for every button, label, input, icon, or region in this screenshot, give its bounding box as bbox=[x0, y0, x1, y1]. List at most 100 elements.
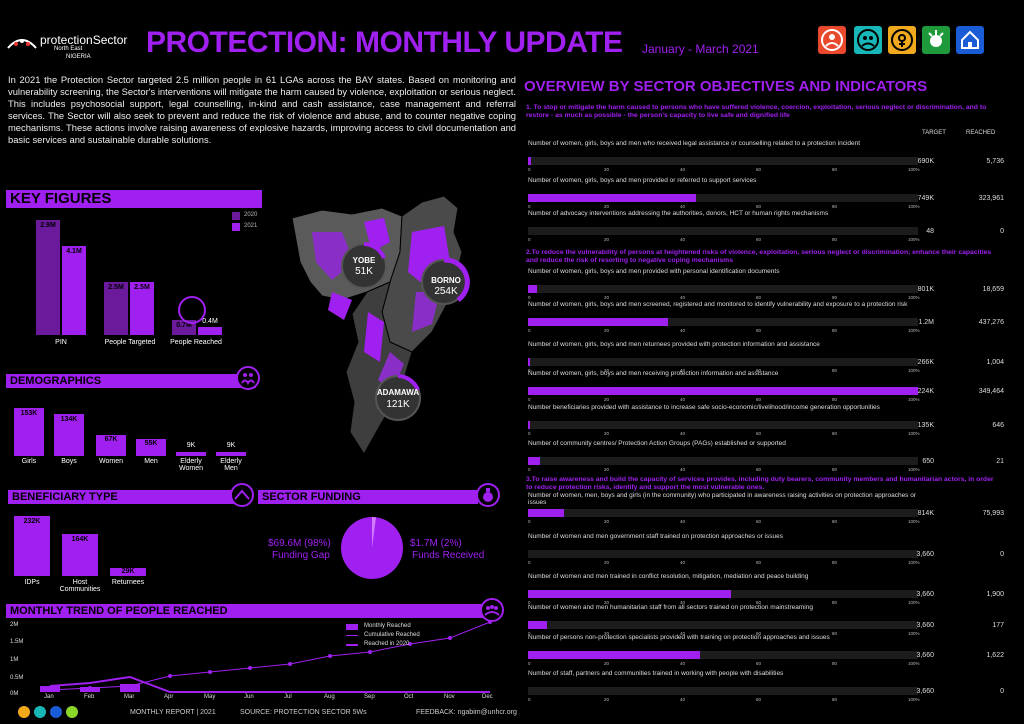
girls-bar bbox=[14, 408, 44, 456]
axis-tick: 80 bbox=[832, 167, 838, 172]
demographics-header: DEMOGRAPHICS bbox=[6, 374, 256, 388]
axis-tick: 80 bbox=[832, 697, 838, 702]
footer-report: MONTHLY REPORT | 2021 bbox=[130, 709, 216, 716]
indicator-axis: 0 20 40 60 80 100% bbox=[528, 661, 920, 667]
month-mar: Mar bbox=[124, 694, 135, 700]
bay-states-map bbox=[291, 195, 470, 455]
axis-tick: 100% bbox=[908, 295, 920, 300]
logo-icon bbox=[7, 39, 37, 49]
indicator-progress-track bbox=[528, 285, 918, 293]
funding-gap-value: $69.6M (98%) bbox=[268, 538, 331, 549]
legend-2020-label: 2020 bbox=[244, 212, 258, 218]
pin-2020-value: 2.9M bbox=[40, 222, 56, 229]
indicator-target: 3,660 bbox=[916, 688, 934, 695]
axis-tick: 20 bbox=[604, 631, 610, 636]
elderly-women-value: 9K bbox=[186, 442, 196, 449]
targeted-2020-value: 2.5M bbox=[108, 284, 124, 291]
indicator-reached: 1,900 bbox=[986, 591, 1004, 598]
axis-tick: 60 bbox=[756, 295, 762, 300]
axis-tick: 60 bbox=[756, 204, 762, 209]
axis-tick: 40 bbox=[680, 368, 686, 373]
indicator-label: Number of advocacy interventions address… bbox=[528, 210, 829, 217]
legend-2020-line-swatch bbox=[346, 644, 358, 646]
elderly-men-bar bbox=[216, 452, 246, 456]
indicator-label: Number of women, girls, boys and men who… bbox=[528, 140, 861, 147]
axis-tick: 20 bbox=[604, 204, 610, 209]
indicator-progress-fill bbox=[528, 318, 669, 326]
axis-tick: 100% bbox=[908, 368, 920, 373]
indicator-axis: 0 20 40 60 80 100% bbox=[528, 467, 920, 473]
axis-tick: 0 bbox=[528, 368, 531, 373]
indicator-reached: 646 bbox=[992, 422, 1004, 429]
indicator-progress-track bbox=[528, 358, 918, 366]
elderly-women-bar bbox=[176, 452, 206, 456]
indicator-axis: 0 20 40 60 80 100% bbox=[528, 368, 920, 374]
axis-tick: 40 bbox=[680, 631, 686, 636]
indicator-progress-track bbox=[528, 621, 918, 629]
month-dec: Dec bbox=[482, 694, 493, 700]
indicator-progress-fill bbox=[528, 621, 547, 629]
indicator-label: Number of women, girls, boys and men pro… bbox=[528, 268, 780, 275]
indicator-reached: 0 bbox=[1000, 228, 1004, 235]
axis-tick: 20 bbox=[604, 661, 610, 666]
protection-aor-icon bbox=[818, 26, 846, 54]
col-reached: REACHED bbox=[966, 130, 996, 136]
adamawa-name: ADAMAWA bbox=[376, 388, 420, 397]
axis-tick: 80 bbox=[832, 204, 838, 209]
axis-tick: 60 bbox=[756, 467, 762, 472]
logo-sub: North East bbox=[54, 46, 83, 52]
axis-tick: 100% bbox=[908, 204, 920, 209]
axis-tick: 20 bbox=[604, 519, 610, 524]
axis-tick: 60 bbox=[756, 519, 762, 524]
indicator-target: 3,660 bbox=[916, 622, 934, 629]
axis-tick: 40 bbox=[680, 167, 686, 172]
axis-tick: 80 bbox=[832, 631, 838, 636]
col-target: TARGET bbox=[922, 130, 946, 136]
footer-feedback: FEEDBACK: ngabim@unhcr.org bbox=[416, 709, 517, 716]
axis-tick: 100% bbox=[908, 631, 920, 636]
women-label: Women bbox=[99, 458, 123, 465]
legend-2020-line-label: Reached in 2020 bbox=[364, 641, 410, 647]
trend-header: MONTHLY TREND OF PEOPLE REACHED bbox=[6, 604, 494, 618]
month-sep: Sep bbox=[364, 694, 375, 700]
axis-tick: 100% bbox=[908, 600, 920, 605]
men-bar bbox=[136, 439, 166, 456]
axis-tick: 80 bbox=[832, 237, 838, 242]
indicator-label: Number of women and men government staff… bbox=[528, 533, 783, 540]
indicator-target: 814K bbox=[917, 510, 934, 517]
pin-label: PIN bbox=[55, 339, 67, 346]
adamawa-value: 121K bbox=[386, 399, 410, 410]
indicator-target: 224K bbox=[917, 388, 934, 395]
indicator-label: Number of women, girls, boys and men scr… bbox=[528, 301, 908, 308]
month-aug: Aug bbox=[324, 694, 335, 700]
indicator-progress-track bbox=[528, 651, 918, 659]
axis-tick: 0 bbox=[528, 600, 531, 605]
indicator-progress-track bbox=[528, 387, 918, 395]
pin-2020-bar bbox=[36, 220, 60, 335]
girls-label: Girls bbox=[21, 458, 37, 465]
returnees-value: 29K bbox=[121, 568, 135, 575]
axis-tick: 80 bbox=[832, 467, 838, 472]
demographics-icon bbox=[236, 366, 260, 390]
month-apr: Apr bbox=[164, 694, 174, 700]
axis-tick: 60 bbox=[756, 661, 762, 666]
y-tick-0m: 0M bbox=[10, 691, 19, 697]
axis-tick: 40 bbox=[680, 600, 686, 605]
women-value: 67K bbox=[104, 436, 118, 443]
indicator-reached: 75,993 bbox=[982, 510, 1004, 517]
host-label: Host Communities bbox=[59, 579, 101, 593]
axis-tick: 80 bbox=[832, 519, 838, 524]
indicator-axis: 0 20 40 60 80 100% bbox=[528, 295, 920, 301]
indicator-label: Number of women, girls, boys and men ret… bbox=[528, 341, 820, 348]
indicator-target: 48 bbox=[926, 228, 934, 235]
intro-paragraph: In 2021 the Protection Sector targeted 2… bbox=[8, 74, 516, 145]
indicator-label: Number beneficiaries provided with assis… bbox=[528, 404, 880, 411]
axis-tick: 100% bbox=[908, 661, 920, 666]
funding-header: SECTOR FUNDING bbox=[258, 490, 478, 504]
axis-tick: 0 bbox=[528, 519, 531, 524]
indicator-reached: 18,659 bbox=[982, 286, 1004, 293]
y-tick-0-5m: 0.5M bbox=[10, 675, 24, 681]
axis-tick: 100% bbox=[908, 397, 920, 402]
axis-tick: 20 bbox=[604, 600, 610, 605]
axis-tick: 60 bbox=[756, 368, 762, 373]
